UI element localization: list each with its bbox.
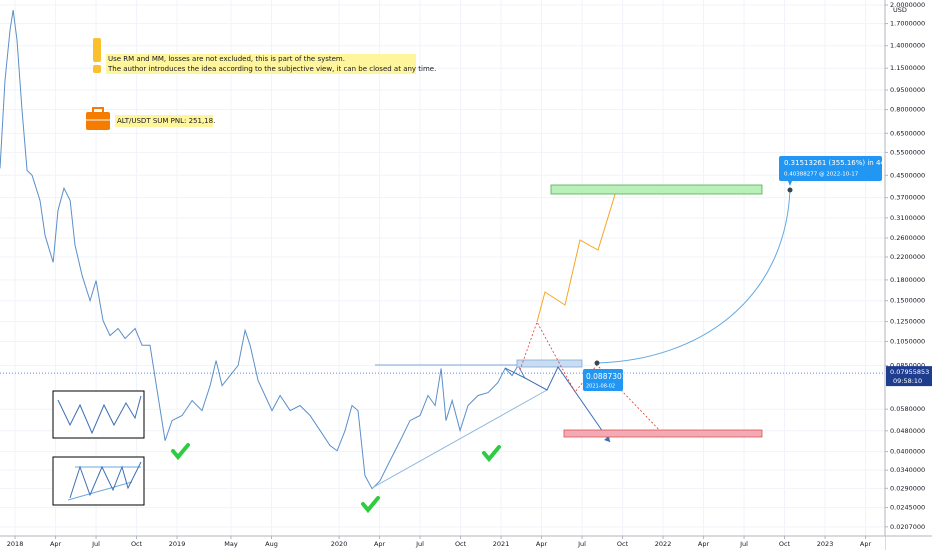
measure-pointer [788, 181, 792, 186]
y-tick-label: 0.4500000 [890, 171, 925, 179]
note-line: The author introduces the idea according… [107, 65, 436, 73]
last-price-label: 0.07955853 [890, 368, 929, 376]
x-tick-label: 2019 [169, 540, 186, 548]
x-tick-label: 2023 [817, 540, 834, 548]
time-axis-bg [0, 536, 885, 550]
last-price-box [886, 366, 932, 387]
note-bg [106, 54, 416, 74]
y-tick-label: 0.0850000 [890, 362, 925, 370]
y-tick-label: 0.3700000 [890, 194, 925, 202]
x-tick-label: Apr [536, 540, 548, 548]
y-tick-label: 0.3100000 [890, 214, 925, 222]
y-tick-label: 0.1800000 [890, 276, 925, 284]
y-tick-label: 0.0340000 [890, 466, 925, 474]
x-tick-label: Apr [698, 540, 710, 548]
pattern-box [52, 456, 145, 506]
anchor-point [787, 187, 793, 193]
y-tick-label: 0.0480000 [890, 427, 925, 435]
x-tick-label: Jul [739, 540, 748, 548]
projection-blue [504, 366, 611, 443]
briefcase-handle [92, 107, 104, 114]
x-tick-label: Aug [265, 540, 278, 548]
price-axis-bg [885, 0, 932, 550]
checkmark [482, 445, 501, 463]
point-box [583, 369, 623, 391]
y-tick-label: 0.0580000 [890, 405, 925, 413]
y-tick-label: 0.0290000 [890, 484, 925, 492]
y-tick-label: 0.1500000 [890, 297, 925, 305]
y-tick-label: 0.1050000 [890, 337, 925, 345]
x-tick-label: Oct [617, 540, 629, 548]
x-tick-label: Jul [415, 540, 424, 548]
y-tick-label: 0.0207000 [890, 523, 925, 531]
countdown-label: 09:58:10 [893, 377, 922, 385]
pattern-support [67, 481, 133, 501]
x-tick-label: Jul [577, 540, 586, 548]
briefcase-icon [86, 112, 110, 130]
y-tick-label: 0.1250000 [890, 318, 925, 326]
x-tick-label: Oct [779, 540, 791, 548]
x-tick-label: Oct [131, 540, 143, 548]
y-tick-label: 0.8000000 [890, 106, 925, 114]
pattern-box [52, 390, 145, 439]
note-line: Use RM and MM, losses are not excluded, … [108, 55, 345, 63]
curve [596, 189, 791, 364]
checkmark [171, 443, 190, 461]
trend-line [371, 389, 548, 489]
anchor-point [594, 360, 600, 366]
projection-red [519, 321, 666, 437]
y-tick-label: 0.5500000 [890, 148, 925, 156]
arrow-head [604, 436, 610, 442]
y-tick-label: 0.2600000 [890, 234, 925, 242]
drawings: 0.31513261 (355.16%) in 441d 0.40388277 … [52, 38, 894, 514]
y-tick-label: 0.0245000 [890, 504, 925, 512]
price-line [0, 9, 526, 490]
x-tick-label: Oct [455, 540, 467, 548]
x-tick-label: May [224, 540, 238, 548]
y-tick-label: 1.7000000 [890, 20, 925, 28]
point-price: 0.08873015 [586, 372, 632, 381]
zone-box [516, 359, 583, 368]
projection-orange [536, 187, 618, 323]
x-tick-label: Apr [374, 540, 386, 548]
checkmark [361, 496, 380, 514]
x-tick-label: Apr [50, 540, 62, 548]
y-tick-label: 0.0400000 [890, 448, 925, 456]
measure-subtext: 0.40388277 @ 2022-10-17 [784, 172, 859, 178]
target-box [550, 184, 763, 195]
measure-text: 0.31513261 (355.16%) in 441d [784, 159, 894, 167]
currency-label: USD [893, 6, 907, 14]
x-tick-label: 2020 [331, 540, 348, 548]
y-tick-label: 0.9500000 [890, 86, 925, 94]
y-tick-label: 1.4000000 [890, 42, 925, 50]
y-tick-label: 0.6500000 [890, 129, 925, 137]
x-tick-label: 2018 [7, 540, 24, 548]
y-tick-label: 1.1500000 [890, 64, 925, 72]
stop-box [563, 429, 763, 438]
pnl-bg [115, 115, 213, 127]
y-tick-label: 0.2200000 [890, 253, 925, 261]
x-tick-label: Jul [91, 540, 100, 548]
pnl-label: ALT/USDT SUM PNL: 251,18. [117, 117, 215, 125]
point-date: 2021-08-02 [586, 384, 615, 390]
measure-box [779, 156, 882, 181]
x-tick-label: 2021 [493, 540, 510, 548]
note-icon [93, 38, 101, 62]
x-tick-label: 2022 [655, 540, 672, 548]
x-tick-label: Apr [860, 540, 872, 548]
y-tick-label: 2.0000000 [890, 1, 925, 9]
pattern-line [57, 395, 142, 435]
note-icon [93, 65, 101, 73]
pattern-line [69, 461, 142, 499]
